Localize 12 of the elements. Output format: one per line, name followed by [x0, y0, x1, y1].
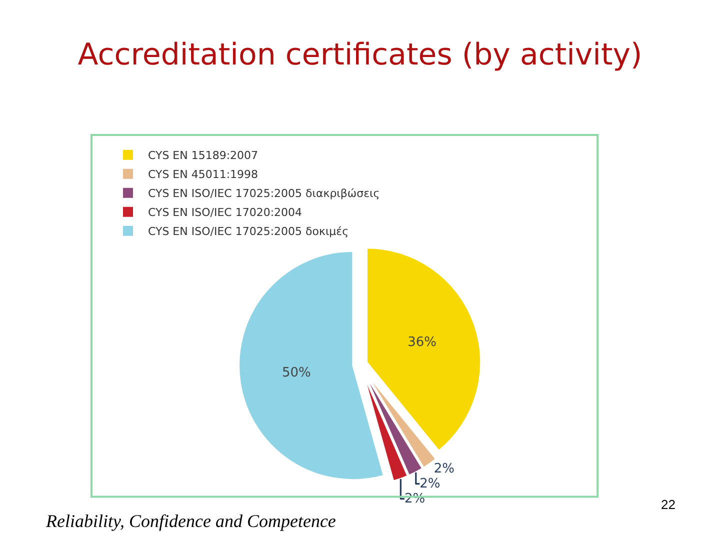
data-label: 2% [434, 461, 454, 476]
legend-label: CYS EN 45011:1998 [148, 168, 258, 182]
legend-label: CYS EN ISO/IEC 17025:2005 δοκιμές [148, 225, 349, 238]
data-label: 2% [420, 476, 440, 492]
data-label: 50% [282, 366, 311, 381]
legend-label: CYS EN ISO/IEC 17025:2005 διακριβώσεις [148, 187, 380, 200]
chart-title: Accreditation certificates (by activity) [78, 38, 642, 72]
text: Reliability, Confidence and Competence [45, 511, 336, 531]
text: 22 [661, 497, 676, 512]
legend-label: CYS EN 15189:2007 [148, 149, 258, 162]
data-label: 36% [408, 334, 437, 350]
legend-label: CYS EN ISO/IEC 17020:2004 [148, 206, 302, 220]
